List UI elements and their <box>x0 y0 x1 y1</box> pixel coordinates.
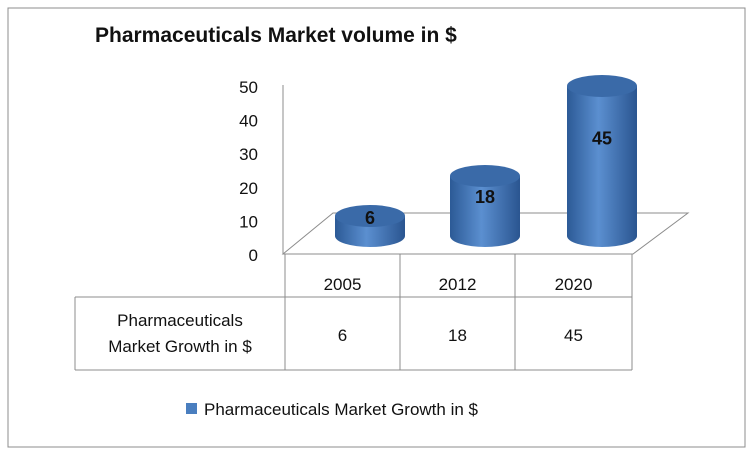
x-tick-label: 2020 <box>555 275 593 294</box>
data-label: 18 <box>475 187 495 207</box>
data-label: 45 <box>592 129 612 149</box>
y-tick-label: 20 <box>239 179 258 198</box>
bar-top-2020 <box>567 75 637 97</box>
table-row-header: Pharmaceuticals <box>117 311 243 330</box>
legend-label: Pharmaceuticals Market Growth in $ <box>204 400 479 419</box>
y-tick-label: 30 <box>239 145 258 164</box>
y-tick-label: 40 <box>239 112 258 131</box>
table-value: 18 <box>448 326 467 345</box>
x-tick-label: 2005 <box>324 275 362 294</box>
table-row-header: Market Growth in $ <box>108 337 252 356</box>
bar-top-2005 <box>335 205 405 227</box>
y-tick-label: 50 <box>239 78 258 97</box>
table-value: 6 <box>338 326 347 345</box>
y-tick-label: 0 <box>249 246 258 265</box>
bar-top-2012 <box>450 165 520 187</box>
y-tick-label: 10 <box>239 212 258 231</box>
table-value: 45 <box>564 326 583 345</box>
chart-title: Pharmaceuticals Market volume in $ <box>95 24 457 47</box>
data-label: 6 <box>365 208 375 228</box>
bar-2020 <box>567 86 637 247</box>
x-tick-label: 2012 <box>439 275 477 294</box>
bar-2012 <box>450 176 520 247</box>
legend-swatch <box>186 403 197 414</box>
